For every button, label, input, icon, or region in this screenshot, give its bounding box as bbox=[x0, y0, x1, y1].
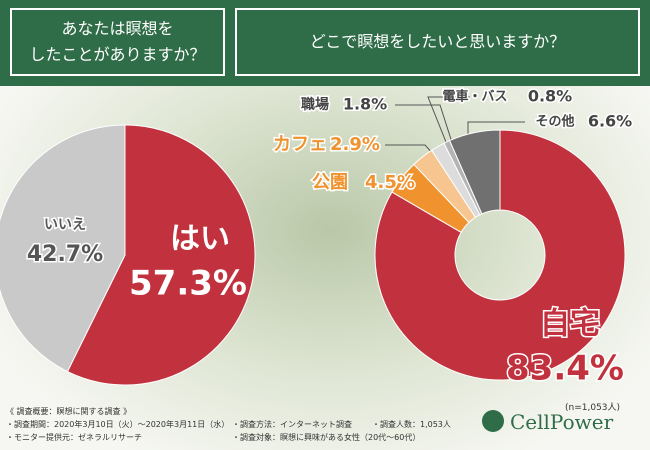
footer-text: ・調査期間：2020年3月10日（火）～2020年3月11日（水） bbox=[6, 420, 230, 429]
category-label: 公園 bbox=[312, 172, 348, 193]
value-label: 1.8% bbox=[343, 95, 387, 114]
value-label: 83.4% bbox=[506, 349, 624, 389]
footer-text: ・モニター提供元：ゼネラルリサーチ bbox=[6, 433, 142, 442]
value-label: 42.7% bbox=[27, 242, 103, 267]
category-label: 自宅 bbox=[540, 307, 600, 342]
chart-title: どこで瞑想をしたいと思いますか？ bbox=[235, 8, 640, 76]
sample-size: (n=1,053人) bbox=[565, 403, 621, 413]
value-label: 2.9% bbox=[330, 134, 380, 155]
value-label: 6.6% bbox=[588, 112, 632, 131]
slice bbox=[374, 129, 626, 381]
footer-text: ・調査対象：瞑想に興味がある女性（20代～60代） bbox=[232, 433, 421, 442]
value-label: 57.3% bbox=[129, 264, 247, 304]
footer-text: 《 調査概要：瞑想に関する調査 》 bbox=[6, 407, 132, 416]
value-label: 0.8% bbox=[528, 87, 572, 106]
header-band bbox=[0, 0, 650, 86]
slice bbox=[0, 124, 126, 373]
logo-mark bbox=[482, 410, 504, 432]
slice bbox=[66, 124, 256, 386]
chart-title: あなたは瞑想を したことがありますか？ bbox=[10, 8, 225, 76]
footer-text: ・調査人数：1,053人 bbox=[372, 420, 451, 429]
category-label: カフェ bbox=[273, 134, 327, 155]
category-label: 電車・バス bbox=[442, 89, 507, 105]
brand: CellPower bbox=[510, 410, 614, 434]
category-label: その他 bbox=[535, 114, 574, 130]
slice bbox=[448, 129, 501, 215]
category-label: いいえ bbox=[44, 217, 86, 233]
category-label: はい bbox=[170, 222, 230, 257]
footer-text: ・調査方法：インターネット調査 bbox=[232, 420, 352, 429]
value-label: 4.5% bbox=[365, 172, 415, 193]
category-label: 職場 bbox=[301, 96, 329, 113]
